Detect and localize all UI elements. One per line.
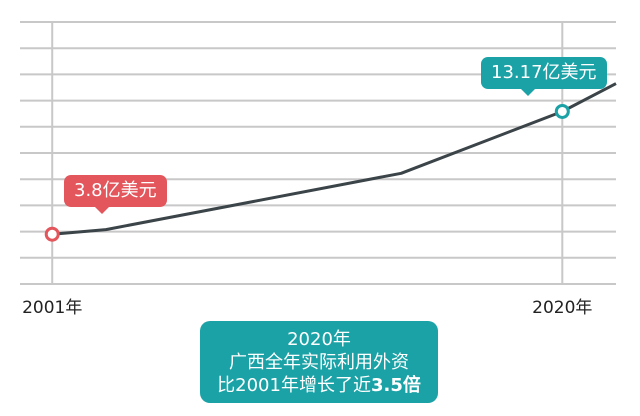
annotation-start-label: 3.8亿美元 — [74, 180, 157, 201]
x-tick-label: 2020年 — [532, 298, 592, 318]
summary-box: 2020年 广西全年实际利用外资 比2001年增长了近3.5倍 — [200, 321, 438, 403]
summary-line-3: 比2001年增长了近3.5倍 — [217, 374, 421, 397]
gridlines — [20, 21, 616, 285]
data-point-marker — [44, 226, 60, 242]
series-line — [52, 82, 617, 236]
x-tick-label: 2001年 — [22, 298, 82, 318]
summary-line-3-prefix: 比2001年增长了近 — [217, 374, 371, 396]
summary-growth-value: 3.5倍 — [370, 374, 421, 396]
annotation-start-value: 3.8亿美元 — [64, 175, 167, 214]
x-tick-labels: 2001年 2020年 — [22, 298, 592, 318]
annotation-end-value: 13.17亿美元 — [481, 57, 607, 96]
summary-line-2: 广西全年实际利用外资 — [229, 351, 409, 373]
data-point-marker — [554, 103, 570, 119]
annotation-end-label: 13.17亿美元 — [491, 62, 597, 83]
data-markers — [44, 103, 570, 242]
callout-tail — [521, 89, 535, 96]
summary-line-1: 2020年 — [287, 328, 351, 350]
callout-tail — [95, 207, 109, 214]
